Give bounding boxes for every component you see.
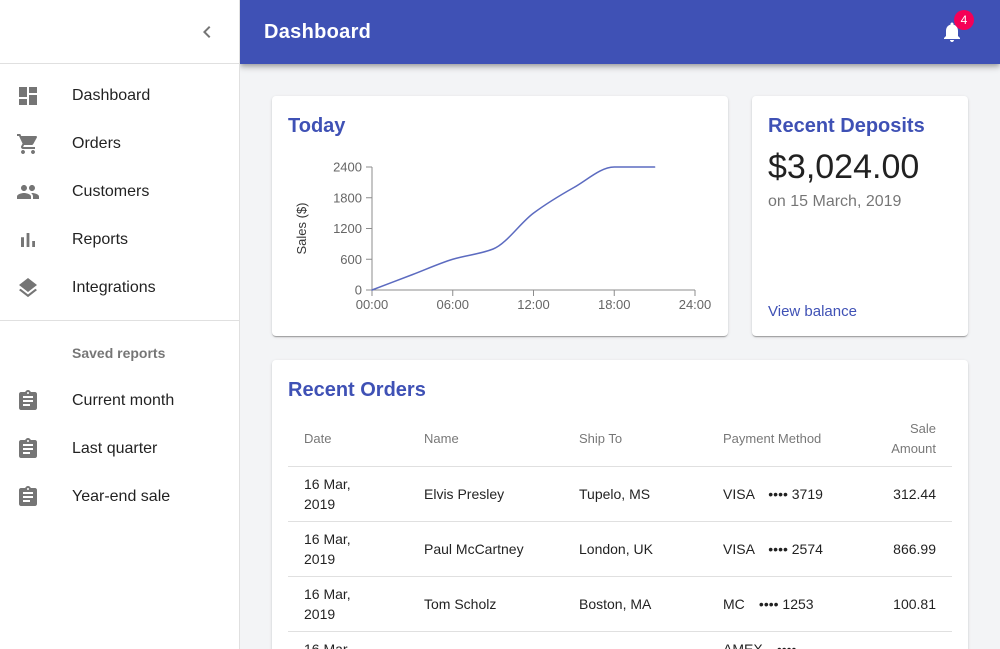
table-row: 16 Mar, 2019 Elvis Presley Tupelo, MS VISA … [288, 466, 952, 522]
sidebar-item-dashboard[interactable]: Dashboard [0, 72, 239, 120]
sidebar-item-integrations[interactable]: Integrations [0, 264, 239, 312]
cell-payment-method: VISA ⠀•••• 2574 [707, 521, 857, 577]
nav-item-label: Reports [72, 231, 129, 248]
recent-orders-card: Recent Orders Date Name Ship To Payment Met… [272, 360, 968, 649]
layers-icon [16, 276, 40, 300]
column-header-date: Date [288, 412, 408, 467]
cell-date: 16 Mar, 2019 [288, 631, 408, 649]
recent-orders-title: Recent Orders [288, 379, 426, 401]
today-title: Today [288, 115, 346, 137]
cell-name: Tom Scholz [408, 576, 563, 632]
x-tick-label: 06:00 [436, 297, 469, 312]
table-header-row: Date Name Ship To Payment Method Sale Amount [288, 412, 952, 467]
sidebar-saved-reports-nav: Saved reports Current month Last quarter Y… [0, 321, 239, 529]
sidebar-header [0, 0, 239, 64]
bar-chart-icon [16, 228, 40, 252]
cell-payment-method: VISA ⠀•••• 3719 [707, 466, 857, 522]
view-balance-link[interactable]: View balance [768, 303, 857, 320]
cell-ship-to: Boston, MA [563, 576, 707, 632]
column-header-payment-method: Payment Method [707, 412, 857, 467]
assignment-icon [16, 437, 40, 461]
cell-sale-amount [857, 631, 952, 649]
x-tick-label: 00:00 [356, 297, 389, 312]
today-card: Today 0 600 1200 1800 2400 00:00 06:00 12:00 18:… [272, 96, 728, 336]
y-tick-label: 1800 [333, 190, 362, 205]
recent-deposits-title: Recent Deposits [768, 115, 925, 137]
y-tick-label: 2400 [333, 160, 362, 175]
chart-container: 0 600 1200 1800 2400 00:00 06:00 12:00 18:00 24:0… [288, 148, 712, 325]
table-row: 16 Mar, 2019 Tom Scholz Boston, MA MC ⠀••••… [288, 576, 952, 632]
top-cards-row: Today 0 600 1200 1800 2400 00:00 06:00 12:00 18:… [272, 96, 968, 336]
notification-badge: 4 [954, 10, 974, 30]
sales-line-chart: 0 600 1200 1800 2400 00:00 06:00 12:00 18:00 24:0… [294, 160, 712, 313]
column-header-name: Name [408, 412, 563, 467]
saved-report-current-month[interactable]: Current month [0, 377, 239, 425]
x-tick-label: 24:00 [679, 297, 712, 312]
people-icon [16, 180, 40, 204]
notifications-button[interactable]: 4 [928, 8, 976, 56]
deposit-amount: $3,024.00 [768, 148, 920, 186]
nav-item-label: Dashboard [72, 87, 151, 104]
nav-item-label: Last quarter [72, 440, 158, 457]
app-bar: Dashboard 4 [240, 0, 1000, 64]
saved-report-year-end-sale[interactable]: Year-end sale [0, 473, 239, 521]
cell-ship-to: London, UK [563, 521, 707, 577]
saved-report-last-quarter[interactable]: Last quarter [0, 425, 239, 473]
y-axis-label: Sales ($) [294, 202, 309, 254]
shopping-cart-icon [16, 132, 40, 156]
chevron-left-icon [195, 20, 219, 44]
nav-item-label: Integrations [72, 279, 156, 296]
column-header-sale-amount: Sale Amount [857, 412, 952, 467]
page-title: Dashboard [264, 20, 372, 43]
cell-ship-to: Tupelo, MS [563, 466, 707, 522]
bell-icon [940, 20, 964, 44]
cell-payment-method: MC ⠀•••• 1253 [707, 576, 857, 632]
sales-line-series [371, 166, 656, 291]
orders-table: Date Name Ship To Payment Method Sale Amount… [288, 412, 952, 649]
orders-table-body: 16 Mar, 2019 Elvis Presley Tupelo, MS VISA … [288, 466, 952, 649]
y-tick-label: 1200 [333, 221, 362, 236]
orders-table-head: Date Name Ship To Payment Method Sale Amount [288, 412, 952, 467]
nav-item-label: Current month [72, 392, 175, 409]
cell-date: 16 Mar, 2019 [288, 576, 408, 632]
sidebar-item-customers[interactable]: Customers [0, 168, 239, 216]
nav-item-label: Orders [72, 135, 121, 152]
nav-item-label: Year-end sale [72, 488, 171, 505]
sidebar-main-nav: Dashboard Orders Customers Reports Integrati… [0, 64, 239, 320]
sidebar: Dashboard Orders Customers Reports Integrati… [0, 0, 240, 649]
divider [0, 320, 239, 321]
cell-sale-amount: 100.81 [857, 576, 952, 632]
assignment-icon [16, 389, 40, 413]
table-row: 16 Mar, 2019 AMEX ⠀•••• [288, 631, 952, 649]
table-row: 16 Mar, 2019 Paul McCartney London, UK VISA… [288, 521, 952, 577]
main-content: Today 0 600 1200 1800 2400 00:00 06:00 12:00 18:… [240, 64, 1000, 649]
sidebar-item-reports[interactable]: Reports [0, 216, 239, 264]
cell-date: 16 Mar, 2019 [288, 466, 408, 522]
saved-reports-subheader: Saved reports [72, 345, 166, 361]
nav-item-label: Customers [72, 183, 150, 200]
deposit-date: on 15 March, 2019 [768, 193, 902, 210]
collapse-sidebar-button[interactable] [183, 8, 231, 56]
y-tick-label: 600 [340, 252, 362, 267]
cell-date: 16 Mar, 2019 [288, 521, 408, 577]
cell-sale-amount: 866.99 [857, 521, 952, 577]
recent-deposits-card: Recent Deposits $3,024.00 on 15 March, 2… [752, 96, 968, 336]
sidebar-item-orders[interactable]: Orders [0, 120, 239, 168]
cell-name [408, 631, 563, 649]
cell-name: Elvis Presley [408, 466, 563, 522]
cell-sale-amount: 312.44 [857, 466, 952, 522]
x-tick-label: 18:00 [598, 297, 631, 312]
dashboard-icon [16, 84, 40, 108]
assignment-icon [16, 485, 40, 509]
y-tick-label: 0 [355, 283, 362, 298]
cell-name: Paul McCartney [408, 521, 563, 577]
cell-ship-to [563, 631, 707, 649]
column-header-ship-to: Ship To [563, 412, 707, 467]
x-tick-label: 12:00 [517, 297, 550, 312]
cell-payment-method: AMEX ⠀•••• [707, 631, 857, 649]
